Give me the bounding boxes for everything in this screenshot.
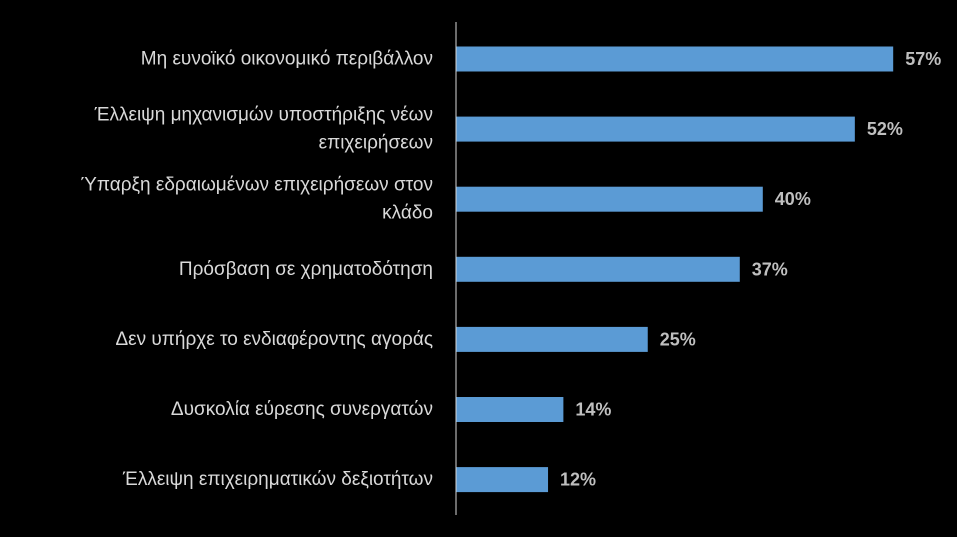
bar-6 <box>456 397 564 422</box>
bar-2 <box>456 116 855 142</box>
category-label-4-line-1: Πρόσβαση σε χρηματοδότηση <box>179 259 433 280</box>
category-label-2-line-2: επιχειρήσεων <box>319 133 433 154</box>
value-label-1: 57% <box>905 49 941 69</box>
category-label-3-line-2: κλάδο <box>382 203 433 224</box>
category-label-1: Μη ευνοϊκό οικονομικό περιβάλλον <box>141 49 433 70</box>
bar-7 <box>456 467 549 493</box>
bar-3 <box>456 186 763 212</box>
category-label-7-line-1: Έλλειψη επιχειρηματικών δεξιοτήτων <box>122 469 433 490</box>
category-label-6: Δυσκολία εύρεσης συνεργατών <box>171 399 433 420</box>
value-labels-group: 57% 52% 40% 37% 25% 14% 12% <box>560 49 941 490</box>
value-label-4: 37% <box>752 259 788 279</box>
bar-4 <box>456 256 740 282</box>
bars-group <box>456 46 894 493</box>
value-label-2: 52% <box>867 119 903 139</box>
category-label-2: Έλλειψη μηχανισμών υποστήριξης νέων επιχε… <box>94 105 433 154</box>
category-labels-group: Μη ευνοϊκό οικονομικό περιβάλλον Έλλειψη … <box>81 49 433 491</box>
category-label-6-line-1: Δυσκολία εύρεσης συνεργατών <box>171 399 433 420</box>
category-label-1-line-1: Μη ευνοϊκό οικονομικό περιβάλλον <box>141 49 433 70</box>
value-label-6: 14% <box>575 400 611 420</box>
category-label-4: Πρόσβαση σε χρηματοδότηση <box>179 259 433 280</box>
category-label-5-line-1: Δεν υπήρχε το ενδιαφέροντης αγοράς <box>115 329 433 350</box>
value-label-3: 40% <box>775 189 811 209</box>
bar-5 <box>456 326 648 352</box>
value-label-5: 25% <box>660 329 696 349</box>
bar-1 <box>456 46 894 72</box>
category-label-5: Δεν υπήρχε το ενδιαφέροντης αγοράς <box>115 329 433 350</box>
category-label-3-line-1: Ύπαρξη εδραιωμένων επιχειρήσεων στον <box>81 175 433 196</box>
category-label-7: Έλλειψη επιχειρηματικών δεξιοτήτων <box>122 469 433 490</box>
value-label-7: 12% <box>560 470 596 490</box>
category-label-3: Ύπαρξη εδραιωμένων επιχειρήσεων στον κλάδ… <box>81 175 433 224</box>
category-label-2-line-1: Έλλειψη μηχανισμών υποστήριξης νέων <box>94 105 433 126</box>
